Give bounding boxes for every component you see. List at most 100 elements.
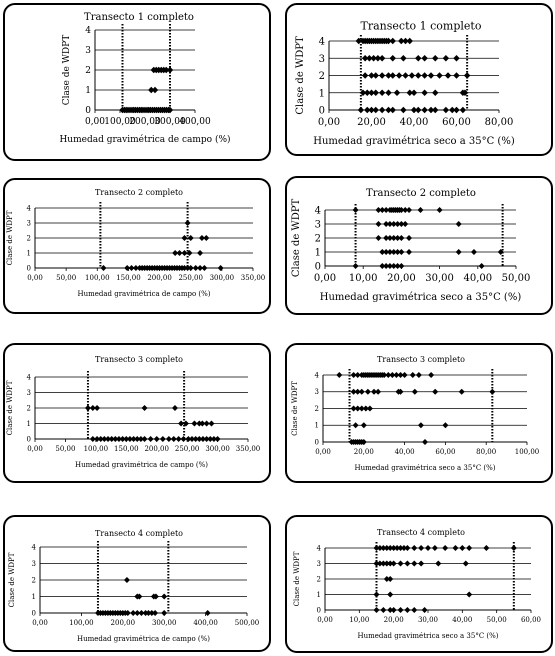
x-tick-label: 100,00: [85, 274, 110, 282]
y-tick-label: 3: [315, 220, 321, 231]
data-point: [361, 55, 369, 62]
x-tick-label: 150,00: [116, 274, 141, 282]
data-point: [383, 235, 390, 241]
data-point: [415, 372, 422, 378]
y-tick-label: 0: [315, 262, 321, 273]
x-tick-label: 20,00: [354, 448, 374, 456]
data-point: [94, 436, 101, 442]
y-tick-label: 4: [85, 26, 91, 36]
y-tick-label: 0: [315, 438, 319, 446]
data-point: [373, 560, 380, 567]
data-point: [422, 439, 428, 445]
data-point: [394, 221, 401, 227]
data-point: [354, 372, 361, 378]
data-point: [378, 55, 386, 62]
data-point: [152, 610, 159, 616]
data-point: [409, 372, 416, 378]
y-axis-label: Clase de WDPT: [295, 36, 306, 115]
data-point: [84, 405, 91, 411]
y-tick-label: 4: [315, 206, 321, 217]
data-point: [435, 560, 442, 567]
chart-panel-8: Transecto 4 completo 0 1 2 3 4 0,00 10,00 20,00 3…: [285, 515, 553, 653]
data-point: [390, 545, 397, 551]
chart-title: Transecto 3 completo: [377, 355, 465, 364]
data-point: [387, 545, 394, 551]
x-tick-label: 0,00: [32, 619, 48, 627]
data-point: [393, 89, 401, 96]
y-tick-label: 3: [317, 560, 321, 568]
chart-panel-6: Transecto 3 completo 0 1 2 3 4 0,00 20,00 40,00 6…: [285, 343, 553, 483]
data-point: [185, 436, 192, 442]
y-tick-label: 0: [27, 264, 31, 272]
data-point: [153, 436, 160, 442]
data-point: [115, 436, 122, 442]
y-axis-label: Clase de WDPT: [293, 551, 301, 606]
data-point: [372, 106, 379, 114]
data-point: [166, 106, 174, 114]
data-point: [376, 560, 383, 567]
y-axis-label: Clase de WDPT: [62, 35, 72, 105]
data-point: [379, 263, 386, 269]
x-tick-label: 0,00: [314, 273, 336, 284]
data-point: [458, 388, 465, 395]
data-point: [191, 420, 198, 427]
data-point: [383, 221, 390, 227]
data-point: [398, 221, 405, 227]
data-point: [452, 545, 459, 551]
y-tick-label: 2: [315, 405, 319, 413]
x-tick-label: 200,00: [129, 117, 161, 127]
y-tick-label: 1: [315, 422, 319, 430]
data-point: [385, 372, 392, 378]
x-axis-label: Humedad gravimétrica de campo (%): [77, 290, 210, 298]
data-point: [404, 545, 411, 551]
data-point: [449, 106, 456, 114]
data-point: [466, 591, 473, 598]
data-point: [386, 249, 393, 255]
data-point: [148, 86, 155, 94]
data-point: [428, 372, 435, 378]
x-axis-label: Humedad gravimétrica seco a 35°C (%): [320, 292, 522, 303]
y-axis-label: Clase de WDPT: [291, 199, 302, 278]
data-point: [402, 37, 409, 45]
data-point: [112, 436, 119, 442]
y-tick-label: 3: [32, 560, 36, 568]
x-tick-label: 400,00: [179, 117, 211, 127]
data-point: [368, 106, 375, 114]
data-point: [489, 388, 496, 395]
data-point: [119, 436, 126, 442]
data-point: [385, 72, 392, 79]
data-point: [411, 388, 418, 395]
data-point: [497, 249, 504, 255]
x-tick-label: 100,00: [515, 448, 540, 456]
data-point: [364, 89, 371, 96]
x-tick-label: 300,00: [205, 445, 230, 453]
data-point: [147, 436, 154, 442]
x-tick-label: 10,00: [349, 273, 378, 284]
data-point: [385, 37, 392, 45]
x-tick-label: 40,00: [395, 448, 415, 456]
data-point: [182, 420, 189, 427]
data-point: [383, 263, 390, 269]
data-point: [134, 436, 141, 442]
y-axis-label: Clase de WDPT: [6, 210, 14, 265]
data-point: [207, 436, 214, 442]
data-point: [197, 250, 204, 256]
y-tick-label: 1: [27, 420, 31, 428]
data-point: [398, 207, 405, 213]
data-point: [380, 545, 387, 551]
y-tick-label: 2: [85, 66, 91, 76]
x-tick-label: 20,00: [387, 273, 416, 284]
data-point: [442, 545, 449, 551]
x-tick-label: 500,00: [235, 619, 260, 627]
data-point: [415, 55, 422, 62]
x-tick-label: 0,00: [85, 117, 105, 127]
data-point: [406, 249, 413, 255]
data-point: [358, 388, 365, 395]
data-point: [161, 610, 168, 616]
data-point: [368, 72, 375, 79]
data-point: [186, 250, 193, 256]
data-point: [171, 405, 178, 411]
data-point: [386, 221, 393, 227]
data-point: [352, 422, 359, 429]
